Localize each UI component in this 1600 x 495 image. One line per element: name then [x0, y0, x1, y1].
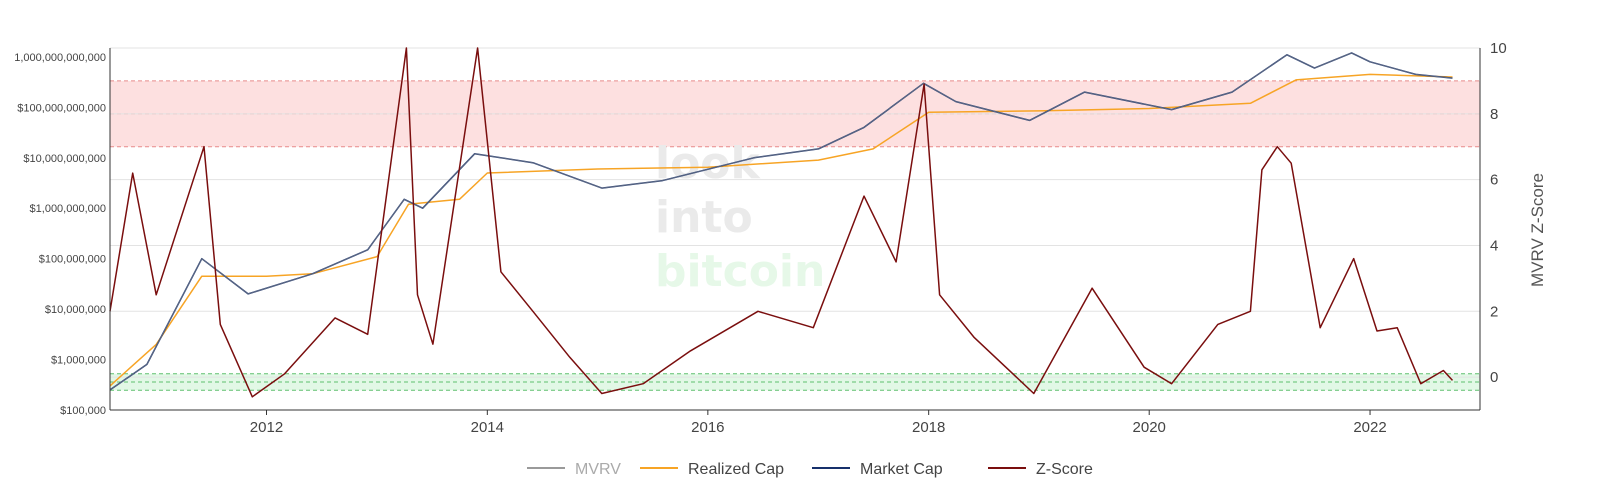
zone-band-1 — [110, 373, 1480, 391]
right-axis-ticks: 0 2 4 6 8 10 — [1490, 40, 1507, 386]
right-tick-label-8: 8 — [1490, 106, 1498, 123]
watermark-look: look — [655, 138, 762, 189]
right-tick-label-0: 0 — [1490, 369, 1498, 386]
series-line-realized-cap — [109, 73, 1453, 387]
watermark-into: into — [655, 192, 753, 243]
legend: MVRV Realized Cap Market Cap Z-Score — [527, 461, 1093, 478]
left-tick-label-0: $100,000 — [60, 405, 106, 417]
x-tick-label-2020: 2020 — [1133, 419, 1166, 436]
watermark: look into bitcoin — [655, 138, 825, 297]
left-tick-label-6: $100,000,000,000 — [17, 102, 106, 114]
right-tick-label-4: 4 — [1490, 237, 1498, 254]
watermark-bitcoin: bitcoin — [655, 246, 825, 297]
right-tick-label-10: 10 — [1490, 40, 1507, 57]
axes — [109, 48, 1481, 411]
series-line-mvrv — [109, 52, 1453, 391]
left-tick-label-2: $10,000,000 — [45, 304, 106, 316]
left-tick-label-4: $1,000,000,000 — [30, 203, 106, 215]
x-axis-ticks: 2012 2014 2016 2018 2020 2022 — [250, 410, 1387, 436]
right-tick-label-6: 6 — [1490, 172, 1498, 189]
legend-label-z-score: Z-Score — [1036, 461, 1093, 478]
x-tick-label-2018: 2018 — [912, 419, 945, 436]
left-axis-ticks: $100,000 $1,000,000 $10,000,000 $100,000,00… — [14, 52, 106, 417]
left-tick-label-1: $1,000,000 — [51, 355, 106, 367]
x-tick-label-2014: 2014 — [471, 419, 504, 436]
series-line-z-score — [109, 47, 1454, 398]
left-tick-label-7: 1,000,000,000,000 — [14, 52, 106, 64]
legend-label-mvrv: MVRV — [575, 461, 621, 478]
legend-label-realized-cap: Realized Cap — [688, 461, 784, 478]
zone-bands — [110, 80, 1480, 391]
legend-label-market-cap: Market Cap — [860, 461, 943, 478]
grid-lines — [110, 47, 1480, 378]
x-tick-label-2012: 2012 — [250, 419, 283, 436]
right-tick-label-2: 2 — [1490, 303, 1498, 320]
left-tick-label-5: $10,000,000,000 — [23, 153, 106, 165]
x-tick-label-2022: 2022 — [1353, 419, 1386, 436]
left-tick-label-3: $100,000,000 — [39, 254, 106, 266]
series-layer — [109, 47, 1454, 398]
right-axis-title: MVRV Z-Score — [1528, 173, 1547, 287]
x-tick-label-2016: 2016 — [691, 419, 724, 436]
